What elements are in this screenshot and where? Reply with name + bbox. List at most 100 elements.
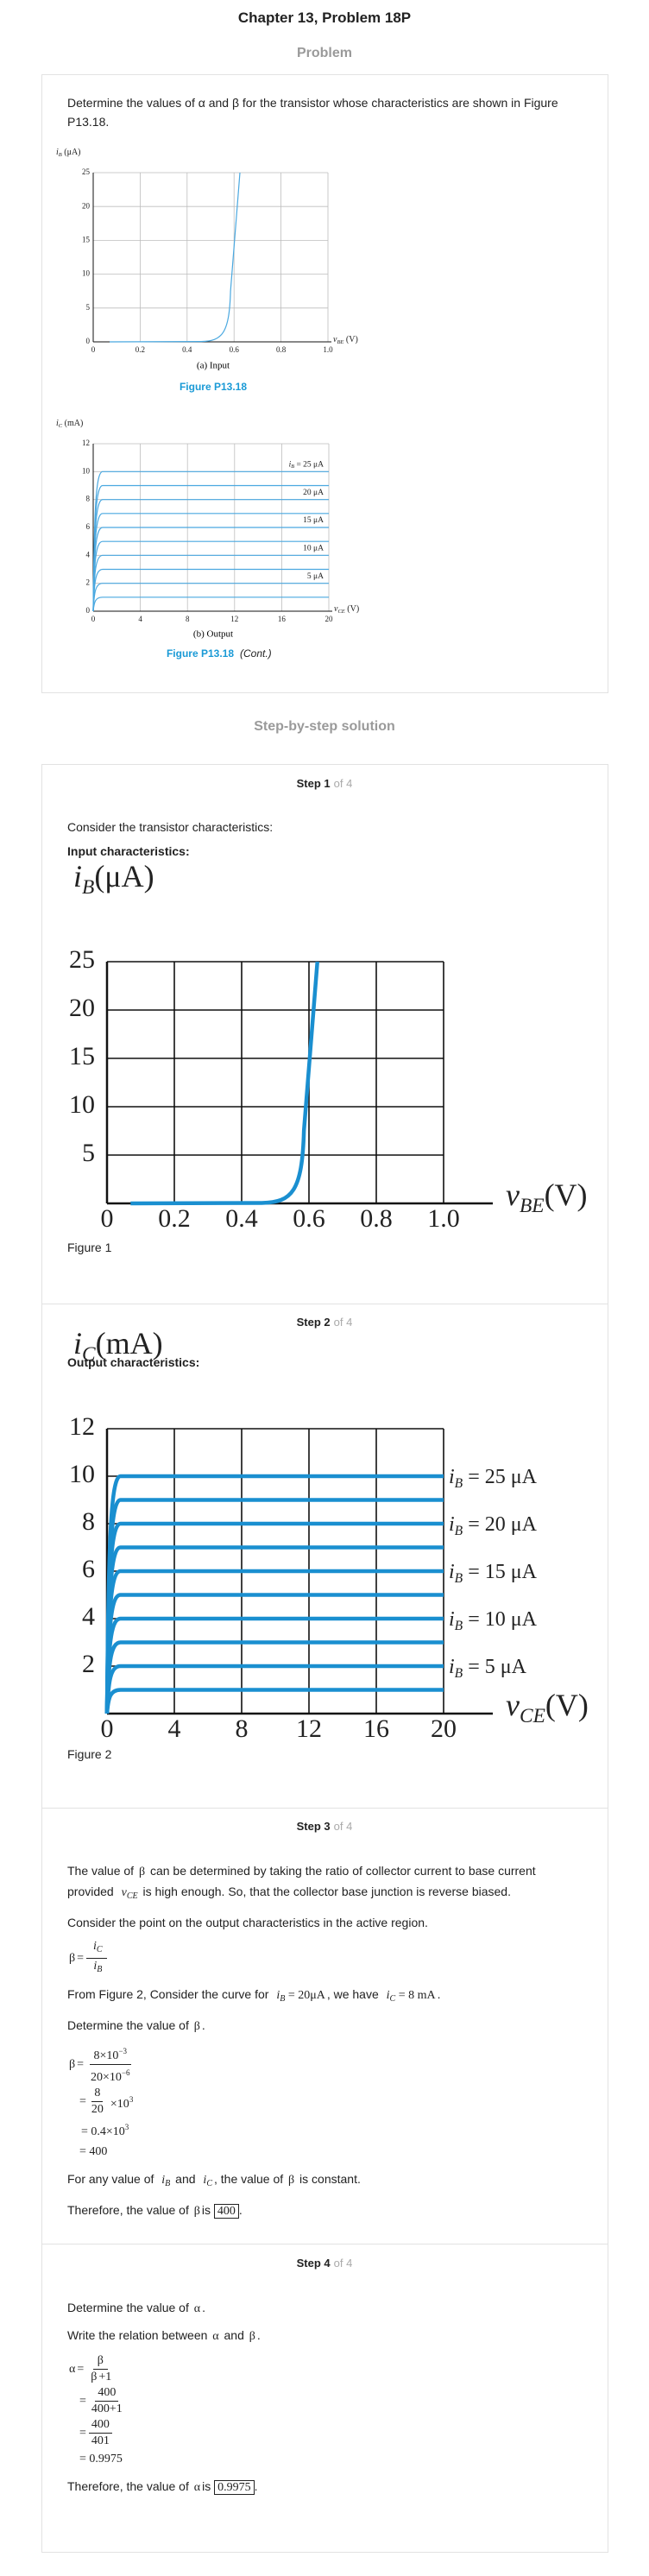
math-symbol: β — [69, 2057, 76, 2071]
step-number: Step 1 — [296, 777, 331, 790]
curve-label: 10 μA — [303, 545, 324, 553]
variable: i — [73, 859, 82, 893]
denominator: β +1 — [86, 2370, 114, 2385]
section-heading: Problem — [296, 46, 352, 60]
variable: i — [449, 1656, 455, 1678]
power-base: = 0.4×10 — [81, 2125, 125, 2138]
y-tick-label: 4 — [86, 550, 91, 559]
text-run: Determine the value of — [67, 2301, 192, 2314]
text-run: Therefore, the value of — [67, 2203, 192, 2217]
y-axis-label: iC(mA) — [73, 1326, 163, 1366]
text-run: 400+1 — [91, 2402, 123, 2415]
answer-box: 400 — [213, 2204, 239, 2219]
curve-label: iB = 25 μA — [449, 1466, 538, 1491]
variable: i — [93, 1940, 97, 1953]
variable: i — [449, 1561, 455, 1583]
numerator: β — [92, 2353, 108, 2370]
x-tick-label: 0.6 — [293, 1204, 325, 1233]
step-heading: Input characteristics: — [67, 844, 190, 858]
text-run: +1 — [98, 2371, 112, 2383]
y-tick-label: 15 — [69, 1042, 95, 1070]
label-background — [301, 544, 326, 553]
figure-caption: (a) Input — [197, 361, 230, 371]
variable-rest: = 20 μA — [463, 1513, 537, 1536]
variable-rest: (μA) — [62, 148, 81, 157]
math-symbol: α — [212, 2330, 219, 2343]
paragraph: Write the relation between α and β. — [67, 2326, 585, 2346]
y-tick-label: 0 — [86, 606, 91, 615]
text-run: 401 — [91, 2434, 110, 2447]
variable-rest: (μA) — [94, 859, 154, 893]
text-run: = — [77, 2057, 85, 2071]
y-tick-label: 6 — [82, 1555, 95, 1583]
subscript: B — [165, 2179, 171, 2188]
x-tick-label: 0.4 — [225, 1204, 258, 1233]
math-symbol: β — [249, 2330, 255, 2343]
variable-rest: = 25 μA — [294, 461, 324, 470]
text-run: is high enough. So, that the collector b… — [139, 1885, 511, 1898]
text-run: . — [256, 2328, 261, 2342]
math-variable: iC — [198, 2174, 214, 2188]
x-tick-label: 4 — [138, 615, 142, 623]
text-run: 400 — [98, 2386, 117, 2399]
y-axis-label: iB(μA) — [73, 859, 154, 899]
figure-caption: Figure 1 — [67, 1241, 112, 1254]
variable: v — [121, 1886, 127, 1899]
power-exponent: 3 — [124, 2123, 129, 2131]
equation-line: = 0.4×103 — [67, 2118, 585, 2142]
equation-line: β = 8×10−3 20×10−6 — [67, 2043, 585, 2086]
curve-label: iB = 25 μA — [289, 461, 324, 470]
y-tick-label: 10 — [69, 1460, 95, 1488]
characteristic-curve — [104, 1640, 444, 1714]
variable: i — [56, 148, 59, 157]
x-axis-label: vCE(V) — [506, 1688, 589, 1727]
denominator: 20 — [89, 2102, 106, 2118]
variable: v — [506, 1688, 520, 1722]
x-tick-label: 20 — [325, 615, 334, 623]
fraction: β β +1 — [86, 2353, 114, 2385]
text-run: . — [437, 1987, 441, 2001]
x-tick-label: 12 — [296, 1714, 322, 1743]
paragraph: Therefore, the value of β is 400. — [67, 2200, 585, 2221]
x-tick-label: 0 — [91, 615, 96, 623]
step-label: Step 2 of 4 — [0, 1316, 649, 1329]
power: 8×10−3 — [92, 2047, 129, 2062]
figure-label: Figure P13.18 — [180, 381, 247, 393]
characteristic-curve — [104, 1498, 444, 1714]
y-tick-label: 20 — [82, 201, 91, 210]
fraction: 400 400+1 — [89, 2385, 125, 2417]
text-run: = — [79, 2426, 86, 2440]
step-label: Step 4 of 4 — [0, 2257, 649, 2270]
subscript: B — [82, 876, 94, 899]
text-run: is — [202, 2479, 215, 2493]
x-tick-label: 0.2 — [135, 345, 145, 354]
fraction: iC iB — [86, 1939, 107, 1978]
subscript: B — [455, 1666, 463, 1681]
math-symbol: β — [193, 2205, 200, 2218]
math-symbol: β — [193, 2020, 200, 2033]
step-of: of 4 — [333, 2257, 353, 2270]
subscript: BE — [520, 1195, 545, 1217]
fraction: 8×10−3 20×10−6 — [86, 2043, 134, 2086]
subscript: B — [59, 152, 62, 158]
variable: i — [449, 1466, 455, 1488]
power-base: 20×10 — [91, 2071, 122, 2084]
text-run: = 0.9975 — [79, 2453, 123, 2466]
curve-label: iB = 15 μA — [449, 1561, 538, 1586]
paragraph: From Figure 2, Consider the curve for iB… — [67, 1985, 585, 2009]
math-symbol: α — [193, 2302, 201, 2315]
equation: β = iC iB — [67, 1939, 585, 1978]
math-symbol: β — [288, 2174, 295, 2187]
subscript: B — [280, 1994, 286, 2004]
variable-rest: (mA) — [96, 1326, 163, 1361]
numerator: 8 — [91, 2086, 104, 2102]
text-run: = — [77, 2362, 85, 2376]
y-tick-label: 10 — [82, 269, 91, 278]
denominator: iB — [86, 1959, 106, 1978]
y-tick-label: 20 — [69, 994, 95, 1022]
x-tick-label: 0 — [101, 1714, 114, 1743]
x-tick-label: 12 — [230, 615, 238, 623]
math-variable: iB = 20μA — [272, 1989, 327, 2004]
curve-label: iB = 20 μA — [449, 1513, 538, 1538]
